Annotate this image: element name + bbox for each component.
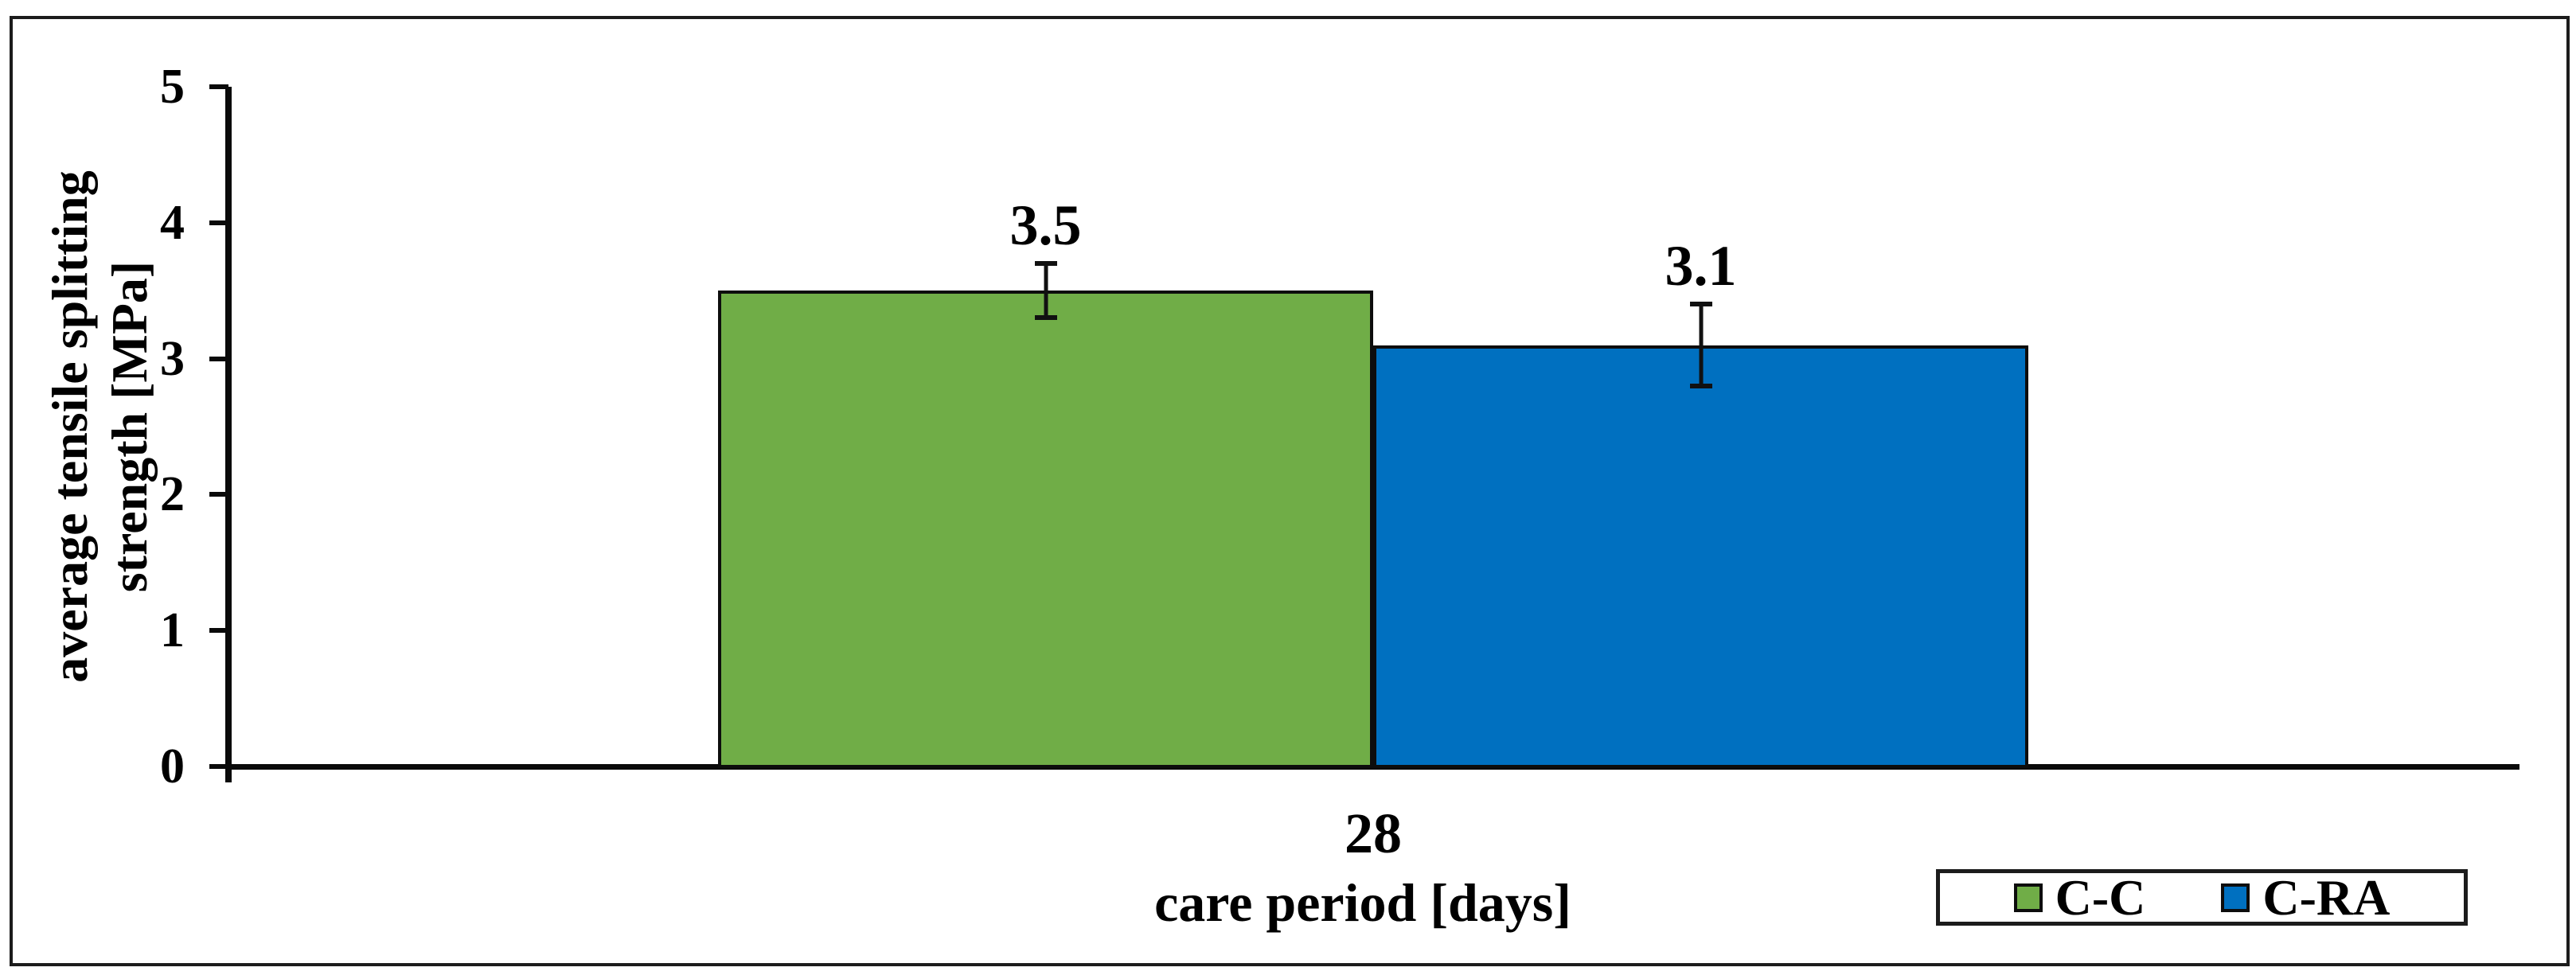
bar-value-label: 3.1 — [1665, 234, 1737, 298]
y-axis-tick-label: 0 — [160, 739, 185, 794]
error-bar-cap-bottom — [1689, 383, 1712, 388]
y-axis-tick — [209, 764, 228, 769]
legend-item: C-RA — [2221, 872, 2390, 923]
y-axis-title-line1: average tensile splitting — [41, 170, 98, 683]
error-bar-cap-bottom — [1034, 315, 1057, 321]
bar-value-label: 3.5 — [1009, 193, 1082, 258]
error-bar-cap-top — [1689, 302, 1712, 307]
legend-swatch-green — [2013, 883, 2043, 912]
y-axis-tick-label: 3 — [160, 331, 185, 386]
legend-label: C-C — [2055, 868, 2146, 926]
y-axis-tick — [209, 628, 228, 634]
y-axis-tick — [209, 492, 228, 497]
y-axis-tick — [209, 220, 228, 225]
y-axis-tick — [209, 356, 228, 361]
y-axis-tick-label: 2 — [160, 467, 185, 522]
bar-c-ra — [1373, 345, 2028, 768]
y-axis-line — [225, 87, 232, 782]
legend-item: C-C — [2013, 868, 2146, 926]
y-axis-title-line2: strength [MPa] — [101, 260, 158, 593]
y-axis-tick-label: 5 — [160, 60, 185, 114]
x-axis-tick-label: 28 — [1345, 802, 1402, 865]
error-bar — [1044, 263, 1048, 318]
y-axis-tick — [209, 84, 228, 89]
y-axis-tick-label: 1 — [160, 603, 185, 658]
legend: C-C C-RA — [1936, 869, 2468, 926]
y-axis-tick-label: 4 — [160, 195, 185, 250]
bar-c-c — [718, 291, 1373, 768]
legend-swatch-blue — [2221, 883, 2250, 912]
y-axis-title: average tensile splitting strength [MPa] — [40, 87, 159, 766]
error-bar — [1699, 304, 1703, 386]
legend-label: C-RA — [2262, 868, 2391, 926]
x-axis-title: care period [days] — [1154, 872, 1571, 933]
error-bar-cap-top — [1034, 261, 1057, 267]
